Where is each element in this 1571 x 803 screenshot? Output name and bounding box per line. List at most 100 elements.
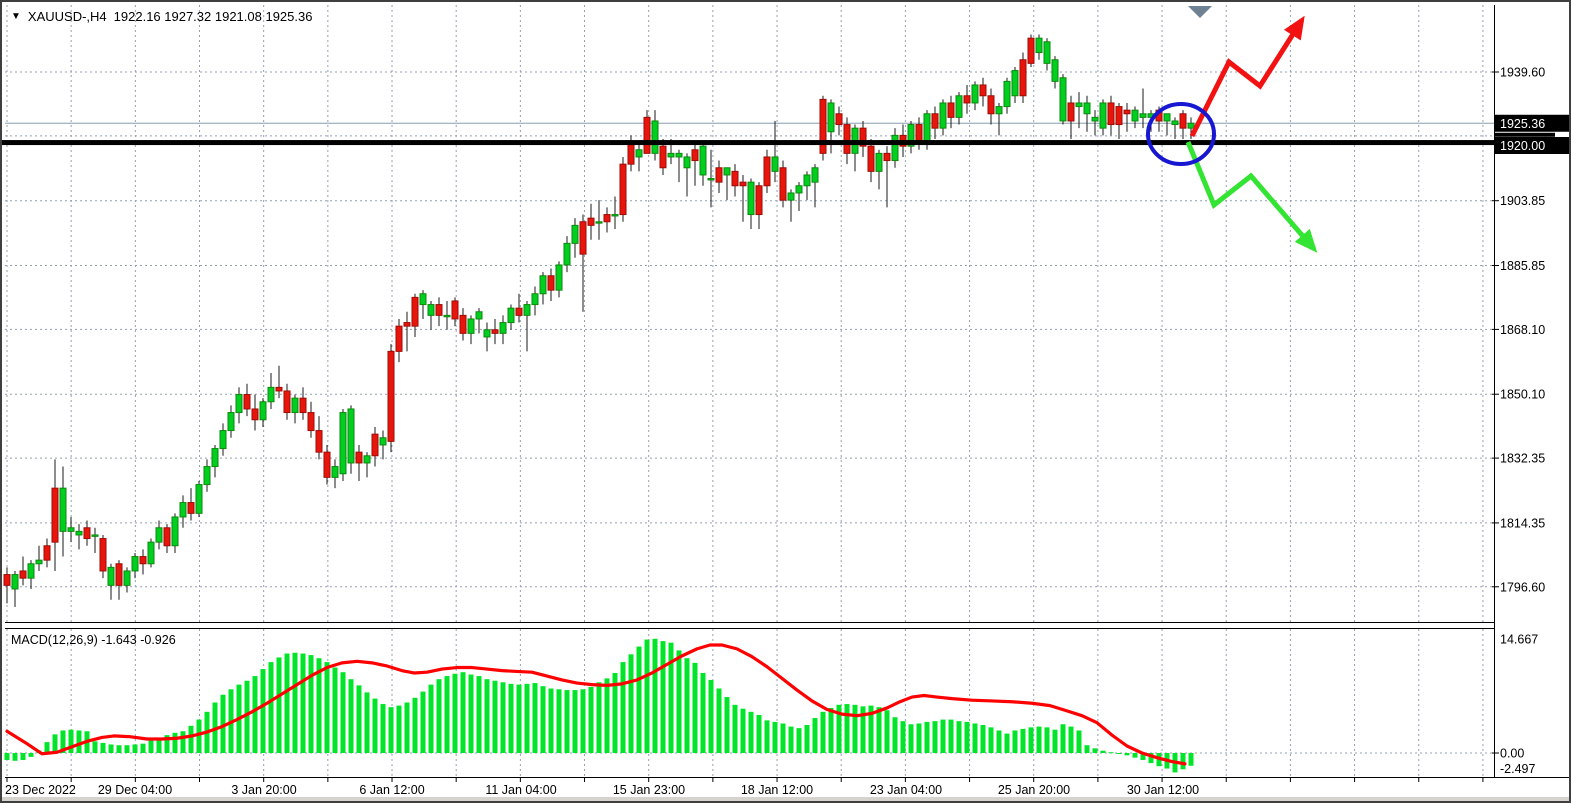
macd-histogram-bar — [948, 719, 954, 753]
macd-histogram-bar — [572, 690, 578, 753]
candle-bullish — [1187, 122, 1195, 129]
candle-bullish — [419, 293, 427, 306]
macd-histogram-bar — [92, 741, 98, 753]
candle-bullish — [1035, 37, 1043, 54]
macd-histogram-bar — [1012, 730, 1018, 753]
candle-bullish — [995, 106, 1003, 115]
macd-histogram-bar — [500, 682, 506, 753]
macd-histogram-bar — [1148, 753, 1154, 764]
candle-bearish — [451, 300, 459, 320]
macd-histogram-bar — [44, 742, 50, 753]
candle-bullish — [1043, 41, 1051, 64]
candle-bearish — [299, 397, 307, 414]
candle-bullish — [1083, 102, 1091, 115]
candle-bullish — [923, 113, 931, 144]
macd-histogram-bar — [420, 691, 426, 753]
macd-histogram-bar — [484, 679, 490, 753]
candle-bearish — [403, 322, 411, 327]
macd-histogram-bar — [796, 728, 802, 753]
horizontal-support-line[interactable] — [2, 140, 1496, 146]
macd-histogram-bar — [1052, 729, 1058, 753]
candle-bearish — [1115, 106, 1123, 126]
macd-histogram-bar — [332, 667, 338, 753]
candle-bullish — [347, 408, 355, 464]
macd-histogram-bar — [460, 672, 466, 753]
time-axis-label: 23 Jan 04:00 — [870, 783, 942, 797]
bearish-scenario-arrow[interactable] — [1185, 141, 1318, 253]
macd-histogram-bar — [428, 684, 434, 753]
macd-histogram-bar — [396, 705, 402, 753]
bullish-scenario-arrow[interactable] — [1189, 15, 1305, 138]
candle-bearish — [835, 113, 843, 126]
candle-bullish — [1163, 113, 1171, 122]
candle-bearish — [371, 433, 379, 457]
macd-histogram-bar — [1132, 753, 1138, 758]
candle-bullish — [203, 466, 211, 486]
macd-histogram-bar — [564, 690, 570, 753]
candle-bearish — [355, 451, 363, 464]
candle-bullish — [635, 149, 643, 158]
macd-histogram-bar — [140, 743, 146, 753]
price-axis-label: 1796.60 — [1500, 580, 1545, 594]
candle-bearish — [763, 156, 771, 187]
macd-histogram-bar — [652, 638, 658, 753]
highlight-circle[interactable] — [1146, 102, 1216, 166]
macd-histogram-bar — [340, 672, 346, 753]
candle-bearish — [691, 149, 699, 162]
macd-histogram-bar — [1084, 745, 1090, 753]
macd-histogram-bar — [316, 658, 322, 753]
macd-histogram-bar — [916, 723, 922, 753]
macd-histogram-bar — [444, 676, 450, 753]
time-axis-label: 30 Jan 12:00 — [1127, 783, 1199, 797]
chart-shift-marker-icon[interactable] — [1188, 6, 1212, 18]
macd-histogram-bar — [1036, 726, 1042, 753]
candle-bullish — [539, 275, 547, 295]
price-axis-label: 1868.10 — [1500, 323, 1545, 337]
macd-histogram-bar — [628, 654, 634, 753]
candle-bearish — [643, 116, 651, 154]
candle-bullish — [971, 84, 979, 104]
candle-bullish — [483, 329, 491, 338]
macd-histogram-bar — [836, 704, 842, 753]
time-axis-label: 6 Jan 12:00 — [359, 783, 424, 797]
candle-bearish — [411, 296, 419, 327]
candle-bullish — [1131, 109, 1139, 122]
macd-histogram-bar — [828, 707, 834, 753]
macd-histogram-bar — [900, 721, 906, 753]
macd-histogram-bar — [260, 669, 266, 753]
macd-histogram-bar — [1188, 753, 1194, 766]
macd-histogram-bar — [1060, 724, 1066, 753]
candle-bearish — [3, 574, 11, 586]
macd-histogram-bar — [508, 683, 514, 753]
candle-bullish — [531, 293, 539, 306]
candle-bearish — [859, 127, 867, 147]
candle-bearish — [459, 314, 467, 334]
candle-bullish — [683, 156, 691, 169]
candle-bullish — [155, 527, 163, 543]
macd-histogram-bar — [876, 707, 882, 753]
candle-bearish — [115, 563, 123, 586]
macd-histogram-bar — [476, 676, 482, 753]
macd-histogram-bar — [692, 662, 698, 753]
macd-histogram-bar — [1124, 753, 1130, 756]
candle-bearish — [251, 408, 259, 421]
candle-bearish — [779, 167, 787, 201]
candle-bullish — [595, 221, 603, 224]
candle-bearish — [491, 329, 499, 334]
macd-histogram-bar — [604, 678, 610, 753]
candle-bearish — [819, 98, 827, 154]
candle-bullish — [1139, 113, 1147, 118]
candle-bearish — [987, 95, 995, 115]
chart-title: ▼ XAUUSD-,H4 1922.16 1927.32 1921.08 192… — [11, 9, 312, 24]
candle-bullish — [267, 386, 275, 403]
candle-bearish — [387, 350, 395, 442]
macd-histogram-bar — [884, 710, 890, 753]
status-strip — [2, 797, 1569, 801]
macd-histogram-bar — [1044, 727, 1050, 753]
macd-histogram-bar — [540, 686, 546, 753]
macd-histogram-bar — [284, 653, 290, 753]
collapse-icon[interactable]: ▼ — [11, 10, 21, 22]
candle-bullish — [211, 448, 219, 468]
macd-histogram-bar — [636, 646, 642, 753]
